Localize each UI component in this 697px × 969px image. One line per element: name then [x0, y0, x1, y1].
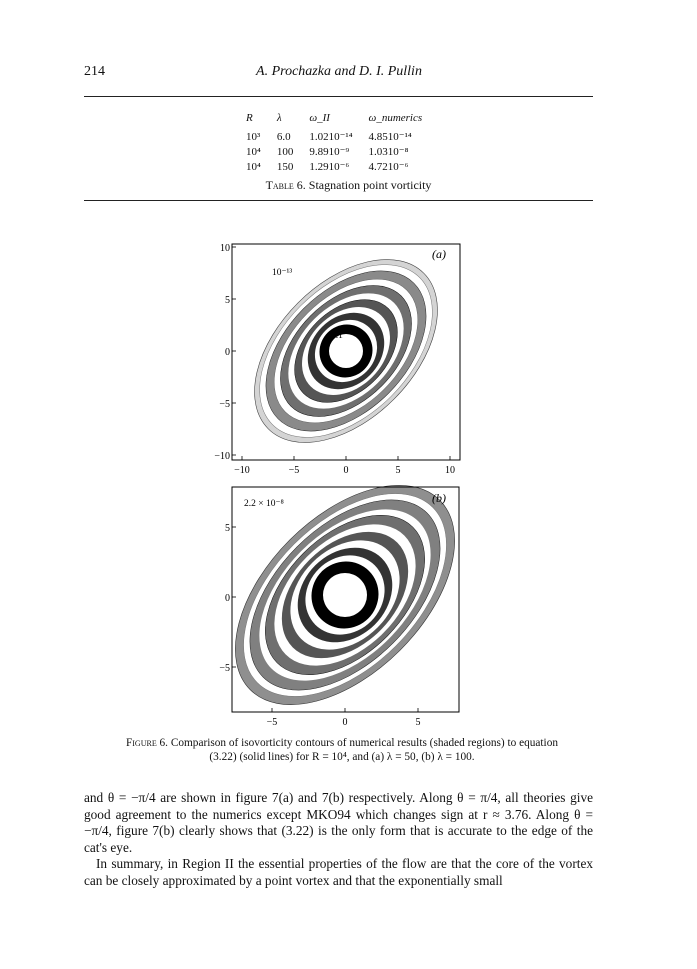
x-tick-label: 5: [396, 465, 401, 476]
contour-plot-a: −10 −5 0 5 10 10 5 0 −5 −10 (a) 10⁻¹³ 0.…: [214, 243, 461, 476]
y-tick-label: 5: [225, 295, 230, 306]
table-row: 10³ 6.0 1.0210⁻¹⁴ 4.8510⁻¹⁴: [238, 129, 430, 144]
table-caption: Table 6. Stagnation point vorticity: [0, 178, 697, 193]
contour-bands-b: [235, 485, 455, 705]
y-tick-label: −5: [219, 399, 230, 410]
y-tick-label: −5: [219, 663, 230, 674]
page-number: 214: [84, 64, 105, 79]
table-cell: 150: [276, 160, 294, 173]
x-tick-label: −10: [234, 465, 250, 476]
x-tick-label: −5: [289, 465, 300, 476]
paragraph: In summary, in Region II the essential p…: [84, 856, 593, 888]
table-cell: 10⁴: [246, 145, 261, 158]
figure-caption: Figure 6. Comparison of isovorticity con…: [112, 736, 572, 764]
y-tick-label: 0: [225, 347, 230, 358]
contour-label-inner-b: 0.1: [321, 570, 333, 580]
table-header: R: [246, 111, 253, 124]
table-row: 10⁴ 150 1.2910⁻⁶ 4.7210⁻⁶: [238, 159, 430, 174]
panel-label-a: (a): [432, 247, 446, 261]
table-caption-label: Table 6.: [265, 178, 306, 192]
x-tick-label: 10: [445, 465, 455, 476]
figure-caption-label: Figure 6.: [125, 737, 169, 749]
table-bottom-rule: [84, 200, 593, 201]
vorticity-table: R λ ω_II ω_numerics 10³ 6.0 1.0210⁻¹⁴ 4.…: [238, 110, 430, 174]
contour-plot-b: −5 0 5 5 0 −5 (b) 2.2 × 10⁻⁸ 0.1: [219, 485, 460, 728]
table-cell: 4.8510⁻¹⁴: [368, 131, 412, 143]
table-cell: 4.7210⁻⁶: [368, 161, 409, 173]
body-text: and θ = −π/4 are shown in figure 7(a) an…: [84, 790, 593, 889]
table-cell: 100: [276, 145, 294, 158]
table-cell: 1.0210⁻¹⁴: [309, 131, 353, 143]
y-tick-label: 10: [220, 243, 230, 254]
table-header: ω_numerics: [368, 111, 423, 124]
table-cell: 9.8910⁻⁹: [309, 146, 350, 158]
x-tick-label: 5: [416, 717, 421, 728]
panel-label-b: (b): [432, 491, 446, 505]
x-tick-label: 0: [343, 717, 348, 728]
table-header: λ: [276, 111, 282, 124]
contour-label-inner-a: 0.1: [331, 331, 343, 341]
table-row: 10⁴ 100 9.8910⁻⁹ 1.0310⁻⁸: [238, 144, 430, 159]
table-cell: 6.0: [276, 130, 291, 143]
y-tick-label: 5: [225, 523, 230, 534]
x-tick-label: 0: [344, 465, 349, 476]
contour-label-outer-a: 10⁻¹³: [272, 268, 292, 278]
table-cell: 1.2910⁻⁶: [309, 161, 350, 173]
table-cell: 10³: [246, 130, 261, 143]
contour-label-outer-b: 2.2 × 10⁻⁸: [244, 499, 284, 509]
axes-frame-b: [231, 486, 460, 713]
y-tick-label: 0: [225, 593, 230, 604]
table-caption-text: Stagnation point vorticity: [305, 178, 432, 192]
running-head: A. Prochazka and D. I. Pullin: [256, 64, 422, 79]
table-cell: 10⁴: [246, 160, 261, 173]
page-header: 214 A. Prochazka and D. I. Pullin: [84, 64, 594, 84]
table-header-row: R λ ω_II ω_numerics: [238, 110, 430, 129]
table-cell: 1.0310⁻⁸: [368, 146, 409, 158]
x-tick-label: −5: [267, 717, 278, 728]
paragraph: and θ = −π/4 are shown in figure 7(a) an…: [84, 790, 593, 855]
table-top-rule: [84, 96, 593, 97]
contour-bands-a: [254, 259, 438, 443]
figure-caption-text: Comparison of isovorticity contours of n…: [168, 737, 558, 763]
y-tick-label: −10: [214, 451, 230, 462]
table-header: ω_II: [309, 111, 330, 124]
